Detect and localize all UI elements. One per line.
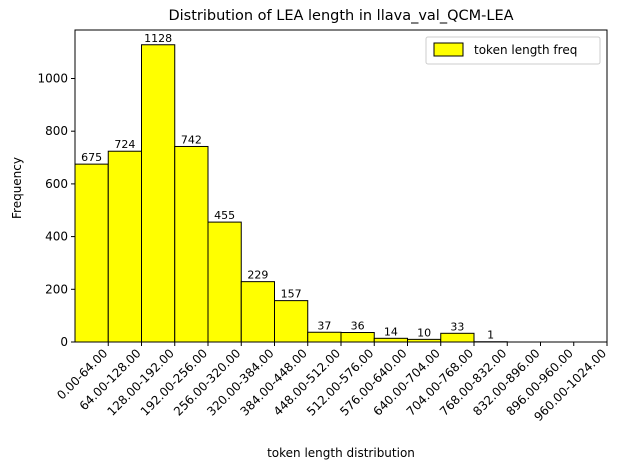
bar-512.00-576.00 — [340, 332, 375, 343]
bar-448.00-512.00 — [307, 331, 342, 343]
data-label: 724 — [114, 138, 135, 151]
bar-384.00-448.00 — [274, 300, 309, 343]
data-label: 14 — [384, 325, 398, 338]
data-label: 1 — [487, 329, 494, 342]
legend-box — [425, 36, 601, 65]
bar-128.00-192.00 — [141, 44, 176, 343]
data-label: 10 — [417, 326, 431, 339]
plot-frame — [74, 29, 608, 343]
x-axis: 0.00-64.0064.00-128.00128.00-192.00192.0… — [54, 342, 609, 424]
bar-576.00-640.00 — [373, 337, 408, 343]
legend-swatch — [433, 42, 464, 57]
bar-0.00-64.00 — [74, 163, 109, 343]
data-label: 229 — [247, 269, 268, 282]
chart-title: Distribution of LEA length in llava_val_… — [168, 8, 513, 24]
y-tick-label: 200 — [45, 282, 68, 296]
bar-704.00-768.00 — [440, 332, 475, 343]
y-tick-label: 400 — [45, 230, 68, 244]
bar-320.00-384.00 — [240, 281, 275, 343]
y-tick-label: 600 — [45, 177, 68, 191]
y-tick-label: 0 — [60, 335, 68, 349]
bars-group — [74, 44, 508, 343]
bar-256.00-320.00 — [207, 221, 242, 343]
data-label: 742 — [181, 133, 202, 146]
y-tick-label: 800 — [45, 124, 68, 138]
y-axis-label: Frequency — [10, 157, 24, 219]
data-label: 36 — [351, 320, 365, 333]
data-label: 37 — [317, 319, 331, 332]
data-label: 33 — [450, 320, 464, 333]
legend-label: token length freq — [474, 43, 577, 57]
bar-192.00-256.00 — [174, 145, 209, 343]
data-label: 675 — [81, 151, 102, 164]
y-axis: 0 200 400 600 800 1000 — [37, 71, 75, 349]
bar-64.00-128.00 — [107, 150, 142, 343]
data-label: 1128 — [144, 32, 172, 45]
x-axis-label: token length distribution — [267, 446, 415, 460]
y-tick-label: 1000 — [37, 71, 68, 85]
data-label: 455 — [214, 209, 235, 222]
data-labels-group: 675 724 1128 742 455 229 157 37 36 14 10 33 1 — [81, 32, 494, 342]
data-label: 157 — [281, 288, 302, 301]
legend: token length freq — [425, 36, 601, 65]
